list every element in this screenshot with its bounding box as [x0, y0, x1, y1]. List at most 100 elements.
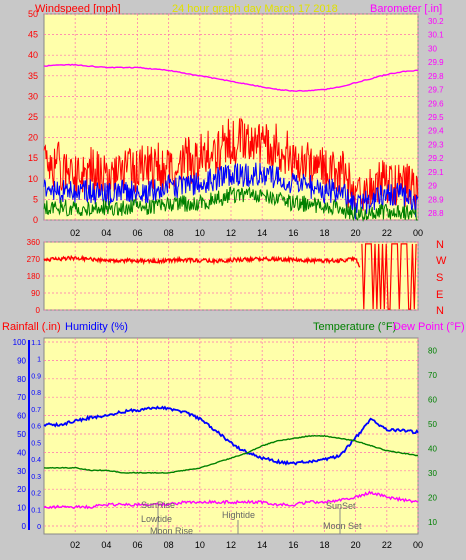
direction-panel-axes: 0 90 180 270 360 [27, 238, 41, 315]
barometer-tick-label: 29.1 [428, 168, 444, 177]
wind-panel-axes: 02 04 06 08 10 12 14 16 18 20 22 000510152025303540… [28, 9, 444, 238]
windspeed-tick-label: 35 [28, 71, 38, 81]
direction-letter-w: W [436, 255, 447, 267]
barometer-tick-label: 29 [428, 182, 437, 191]
windspeed-tick-label: 50 [28, 9, 38, 19]
humidity-x-tick-label: 06 [132, 540, 142, 550]
graph-title: 24 hour graph day March 17 2018 [172, 3, 338, 15]
temperature-tick-label: 70 [428, 371, 437, 380]
humidity-x-tick-label: 12 [226, 540, 236, 550]
humidity-x-tick-label: 04 [101, 540, 111, 550]
humidity-tick-label: 90 [17, 356, 26, 365]
direction-letter-e: E [436, 289, 443, 301]
humidity-tick-label: 0 [22, 522, 27, 531]
windspeed-tick-label: 45 [28, 30, 38, 40]
barometer-tick-label: 30.2 [428, 17, 444, 26]
temperature-tick-label: 10 [428, 518, 437, 527]
direction-panel-series [43, 243, 417, 310]
windspeed-tick-label: 20 [28, 133, 38, 143]
barometer-axis-label: Barometer [.in] [370, 3, 442, 15]
temperature-tick-label: 60 [428, 395, 437, 404]
windspeed-tick-label: 10 [28, 174, 38, 184]
rainfall-tick-label: 0.6 [31, 424, 41, 431]
humidity-panel-series [43, 405, 419, 510]
barometer-tick-label: 29.7 [428, 86, 444, 95]
wind-x-tick-label: 10 [195, 228, 205, 238]
windspeed-tick-label: 40 [28, 50, 38, 60]
direction-letter-n-bottom: N [436, 305, 444, 317]
minspeed-series-line [43, 186, 418, 222]
direction-tick-label: 90 [31, 289, 40, 298]
humidity-tick-label: 40 [17, 448, 26, 457]
rainfall-axis-label: Rainfall (.in) [2, 321, 61, 333]
humidity-x-tick-label: 18 [319, 540, 329, 550]
humidity-tick-label: 20 [17, 485, 26, 494]
rainfall-tick-label: 0.8 [31, 390, 41, 397]
humidity-panel-grid [44, 338, 419, 534]
barometer-tick-label: 29.8 [428, 72, 444, 81]
wind-x-tick-label: 12 [226, 228, 236, 238]
humidity-tick-label: 70 [17, 393, 26, 402]
wind-x-tick-label: 14 [257, 228, 267, 238]
barometer-tick-label: 29.5 [428, 113, 444, 122]
rainfall-tick-label: 0 [37, 524, 41, 531]
wind-panel-series [43, 63, 419, 222]
wind-x-tick-label: 06 [132, 228, 142, 238]
lowtide-annotation: Lowtide [141, 514, 172, 524]
humidity-axis-label: Humidity (%) [65, 321, 128, 333]
rainfall-tick-label: 1 [37, 357, 41, 364]
direction-panel-grid [44, 241, 419, 311]
direction-tick-label: 180 [27, 272, 41, 281]
temperature-axis-label: Temperature (°F) [313, 321, 396, 333]
rainfall-tick-label: 0.9 [31, 373, 41, 380]
speed-series-line [43, 162, 419, 220]
humidity-tick-label: 50 [17, 430, 26, 439]
hightide-annotation: Hightide [222, 510, 255, 520]
humidity-x-tick-label: 02 [70, 540, 80, 550]
humidity-x-tick-label: 22 [382, 540, 392, 550]
humidity-series-line [43, 405, 419, 466]
temperature-tick-label: 40 [428, 444, 437, 453]
direction-variable-segment [361, 243, 417, 310]
barometer-tick-label: 28.9 [428, 195, 444, 204]
barometer-tick-label: 29.9 [428, 58, 444, 67]
gust-series-line [43, 117, 419, 216]
rainfall-tick-label: 0.7 [31, 407, 41, 414]
humidity-tick-label: 10 [17, 504, 26, 513]
windspeed-tick-label: 0 [33, 215, 38, 225]
temperature-tick-label: 20 [428, 493, 437, 502]
barometer-tick-label: 30 [428, 44, 437, 53]
dewpoint-axis-label: Dew Point (°F) [393, 321, 465, 333]
wind-x-tick-label: 04 [101, 228, 111, 238]
humidity-tick-label: 80 [17, 375, 26, 384]
humidity-panel-axes: 02 04 06 08 10 12 14 16 18 20 22 000102030405060708… [13, 338, 438, 550]
rainfall-tick-label: 0.4 [31, 457, 41, 464]
barometer-tick-label: 30.1 [428, 31, 444, 40]
rainfall-tick-label: 1.1 [31, 340, 41, 347]
humidity-x-tick-label: 08 [164, 540, 174, 550]
direction-tick-label: 270 [27, 255, 41, 264]
barometer-series-line [43, 63, 419, 93]
direction-letter-n-top: N [436, 239, 444, 251]
humidity-x-tick-label: 10 [195, 540, 205, 550]
direction-tick-label: 360 [27, 238, 41, 247]
temperature-tick-label: 80 [428, 346, 437, 355]
barometer-tick-label: 29.4 [428, 127, 444, 136]
windspeed-tick-label: 30 [28, 91, 38, 101]
barometer-tick-label: 28.8 [428, 209, 444, 218]
wind-x-tick-label: 00 [413, 228, 423, 238]
temperature-tick-label: 50 [428, 420, 437, 429]
barometer-tick-label: 29.3 [428, 140, 444, 149]
humidity-x-tick-label: 00 [413, 540, 423, 550]
wind-x-tick-label: 08 [164, 228, 174, 238]
moonrise-annotation: Moon Rise [150, 526, 193, 536]
direction-tick-label: 0 [36, 306, 41, 315]
humidity-tick-label: 60 [17, 412, 26, 421]
humidity-tick-label: 100 [13, 338, 27, 347]
rainfall-tick-label: 0.2 [31, 491, 41, 498]
direction-series-line [43, 254, 361, 268]
humidity-x-tick-label: 14 [257, 540, 267, 550]
wind-x-tick-label: 18 [319, 228, 329, 238]
direction-letter-s: S [436, 272, 443, 284]
